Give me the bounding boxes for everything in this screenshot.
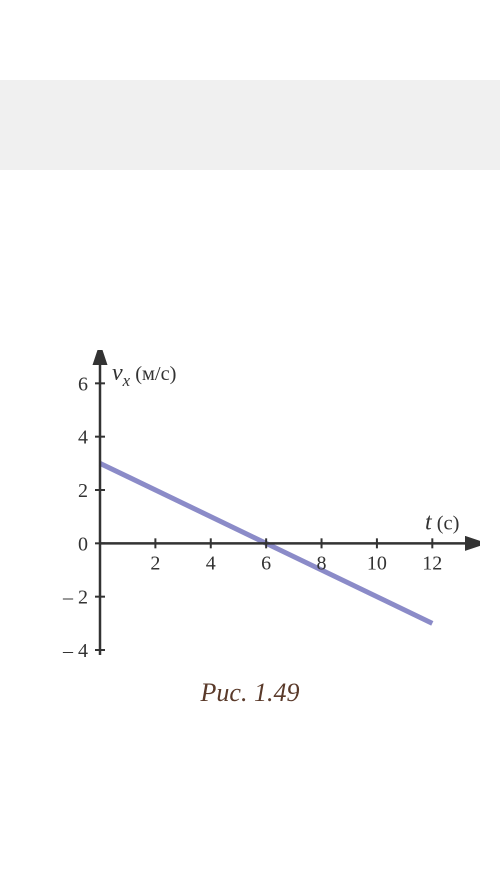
y-tick-label: – 2 (62, 587, 88, 609)
caption-text: Рис. 1.49 (201, 678, 300, 707)
x-tick-label: 8 (317, 552, 327, 574)
x-tick-label: 6 (261, 552, 271, 574)
velocity-chart: 2 4 6 8 10 12 – 4 – 2 0 2 4 6 vx (м/с) t (с) (20, 350, 480, 690)
decorative-band (0, 80, 500, 170)
y-tick-label: 0 (78, 533, 88, 555)
x-tick-label: 12 (422, 552, 442, 574)
x-tick-label: 4 (206, 552, 216, 574)
y-tick-label: – 4 (62, 640, 88, 662)
y-tick-label: 6 (78, 373, 88, 395)
x-axis-label: t (с) (425, 509, 459, 535)
y-tick-label: 2 (78, 480, 88, 502)
y-axis-label: vx (м/с) (112, 360, 176, 390)
figure-caption: Рис. 1.49 (0, 678, 500, 708)
x-tick-label: 10 (367, 552, 387, 574)
x-tick-label: 2 (150, 552, 160, 574)
y-tick-label: 4 (78, 427, 88, 449)
